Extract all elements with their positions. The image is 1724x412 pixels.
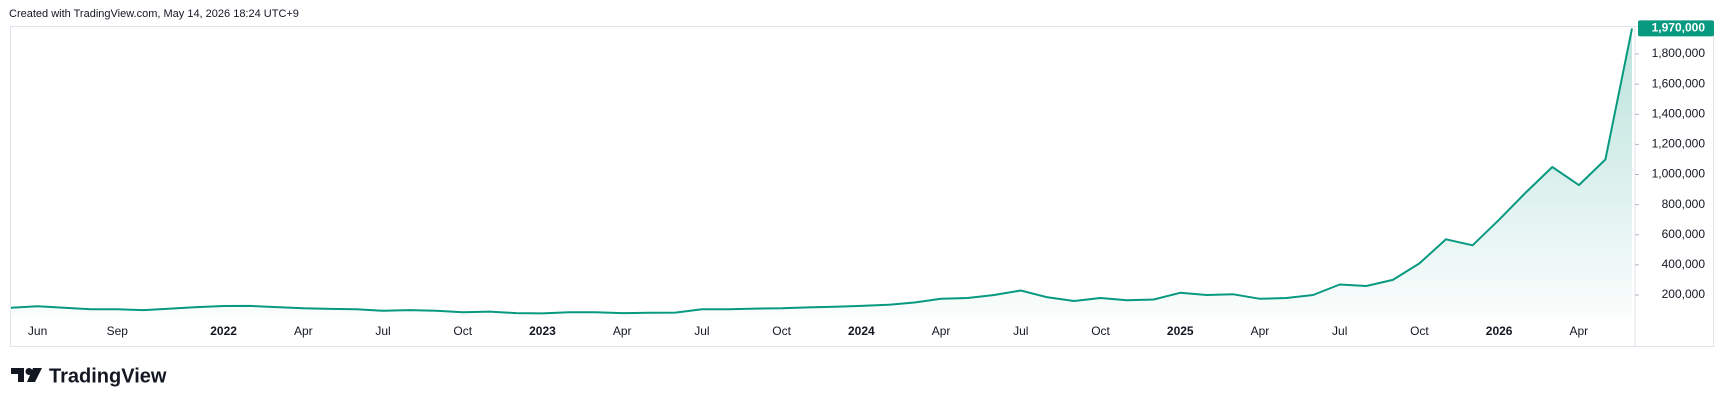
x-tick-label: Jun bbox=[28, 324, 47, 338]
x-tick-label: Oct bbox=[772, 324, 791, 338]
y-tick-label: 1,400,000 bbox=[1652, 106, 1706, 120]
y-tick-label: 1,000,000 bbox=[1652, 167, 1706, 181]
plot: 200,000 400,000 600,000 800,000 1,000,000 1,2… bbox=[10, 20, 1714, 346]
last-price-badge bbox=[1638, 20, 1714, 37]
last-price-label: 1,970,000 bbox=[1652, 21, 1706, 35]
x-tick-label: 2025 bbox=[1167, 324, 1194, 338]
y-tick-label: 600,000 bbox=[1662, 227, 1706, 241]
x-tick-label: Apr bbox=[1251, 324, 1270, 338]
x-tick-label: Apr bbox=[613, 324, 632, 338]
x-tick-label: Jul bbox=[1332, 324, 1347, 338]
x-tick-label: Apr bbox=[294, 324, 313, 338]
x-tick-label: Apr bbox=[932, 324, 951, 338]
x-tick-label: Oct bbox=[453, 324, 472, 338]
x-tick-label: Sep bbox=[107, 324, 129, 338]
logo bbox=[11, 368, 42, 382]
brand: TradingView bbox=[49, 365, 167, 387]
x-tick-label: 2022 bbox=[210, 324, 237, 338]
price-line bbox=[10, 28, 1633, 315]
y-tick-label: 1,800,000 bbox=[1652, 46, 1706, 60]
x-tick-label: Jul bbox=[1013, 324, 1028, 338]
y-tick-label: 400,000 bbox=[1662, 257, 1706, 271]
y-tick-label: 1,200,000 bbox=[1652, 137, 1706, 151]
x-tick-label: 2024 bbox=[848, 324, 875, 338]
x-tick-label: 2026 bbox=[1486, 324, 1513, 338]
area-fill bbox=[11, 28, 1632, 318]
y-tick-label: 200,000 bbox=[1662, 287, 1706, 301]
chart-frame bbox=[10, 26, 1714, 347]
x-tick-label: 2023 bbox=[529, 324, 556, 338]
y-tick-label: 800,000 bbox=[1662, 197, 1706, 211]
x-tick-label: Jul bbox=[694, 324, 709, 338]
x-tick-label: Jul bbox=[375, 324, 390, 338]
x-tick-label: Oct bbox=[1410, 324, 1429, 338]
y-tick-label: 1,600,000 bbox=[1652, 76, 1706, 90]
x-tick-label: Oct bbox=[1091, 324, 1110, 338]
header-text: Created with TradingView.com, May 14, 20… bbox=[9, 8, 299, 20]
x-tick-label: Apr bbox=[1570, 324, 1589, 338]
